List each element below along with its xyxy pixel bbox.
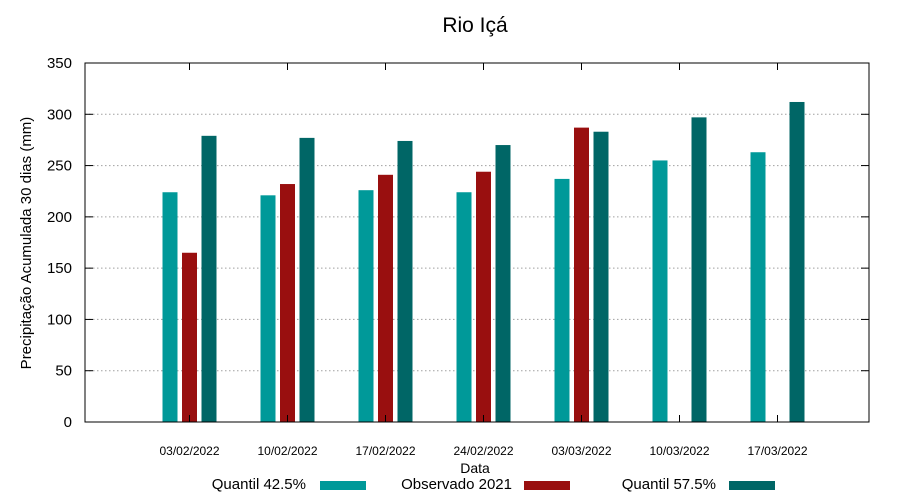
y-tick-label: 200	[47, 209, 72, 226]
x-tick-label: 17/02/2022	[355, 444, 415, 458]
legend-label: Quantil 42.5%	[212, 476, 306, 493]
bar	[789, 101, 805, 422]
bars	[162, 101, 805, 423]
x-tick-label: 24/02/2022	[453, 444, 513, 458]
x-tick-label: 17/03/2022	[747, 444, 807, 458]
bar	[162, 192, 178, 422]
plot-frame	[84, 62, 870, 423]
bar	[750, 152, 766, 423]
bar	[456, 192, 472, 422]
bar	[358, 190, 374, 422]
legend-swatch	[320, 481, 366, 490]
bar	[260, 195, 276, 422]
x-tick-label: 10/02/2022	[257, 444, 317, 458]
bar	[691, 117, 707, 422]
bar	[652, 160, 668, 422]
y-tick-label: 100	[47, 311, 72, 328]
chart-title: Rio Içá	[442, 14, 508, 37]
y-tick-label: 350	[47, 55, 72, 72]
bar	[593, 131, 609, 423]
bar	[378, 174, 393, 422]
legend-label: Observado 2021	[401, 476, 512, 493]
x-axis-ticks: 03/02/2022 10/02/2022 17/02/2022 24/02/2022…	[159, 63, 808, 458]
y-axis-label: Precipitação Acumulada 30 dias (mm)	[18, 117, 35, 370]
x-tick-label: 03/02/2022	[159, 444, 219, 458]
bar	[574, 127, 589, 423]
y-tick-label: 0	[64, 414, 72, 431]
bar	[299, 137, 315, 422]
legend-swatch	[729, 481, 775, 490]
x-tick-label: 03/03/2022	[551, 444, 611, 458]
y-axis-ticks: 0 50 100 150 200 250 300 350	[47, 55, 869, 431]
bar	[476, 171, 491, 422]
bar	[554, 178, 570, 422]
bar	[201, 135, 217, 422]
legend-swatch	[524, 481, 570, 490]
legend: Quantil 42.5% Observado 2021 Quantil 57.5%	[212, 476, 775, 493]
y-tick-label: 250	[47, 158, 72, 175]
bar	[397, 140, 413, 422]
legend-label: Quantil 57.5%	[622, 476, 716, 493]
bar	[182, 252, 197, 422]
y-tick-label: 150	[47, 260, 72, 277]
bar	[495, 145, 511, 423]
x-tick-label: 10/03/2022	[649, 444, 709, 458]
y-tick-label: 50	[55, 363, 72, 380]
bar	[280, 184, 295, 422]
y-tick-label: 300	[47, 106, 72, 123]
x-axis-label: Data	[460, 460, 490, 476]
